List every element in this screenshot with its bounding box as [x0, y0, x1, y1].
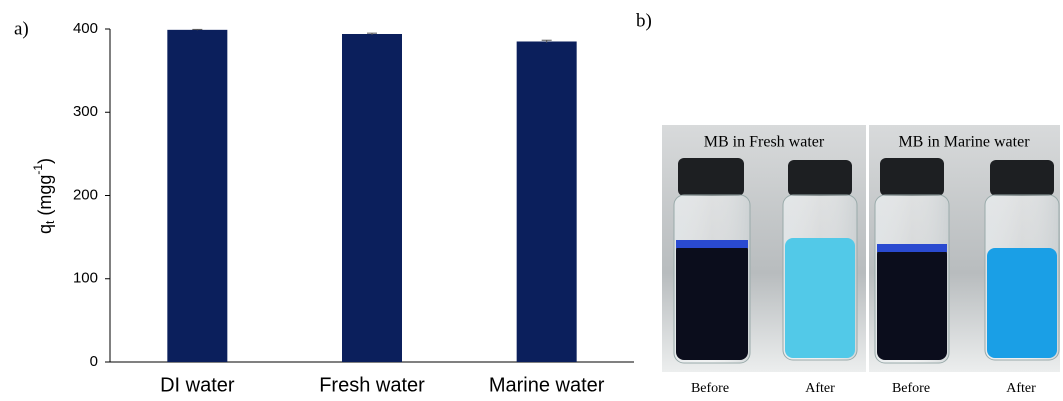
panel-label: a)	[14, 18, 29, 39]
page: {"panels": {"a": "a)", "b": "b)"}, "char…	[0, 0, 1063, 401]
vial-meniscus	[877, 244, 947, 252]
panel-label: b)	[636, 10, 652, 31]
vial-liquid	[987, 248, 1057, 358]
vial-cap	[990, 160, 1054, 196]
bar	[167, 30, 227, 362]
photo-label: Before	[892, 381, 930, 396]
photo-divider	[866, 125, 869, 372]
y-tick-label: 0	[90, 353, 98, 370]
y-axis-label: qt (mgg-1)	[31, 158, 57, 234]
figure: a) b) qt (mgg-1) MB in Fresh water MB in…	[0, 0, 1063, 401]
y-tick-label: 200	[73, 186, 98, 203]
y-label-part: q	[35, 224, 55, 234]
photo-label: After	[1006, 381, 1036, 396]
y-tick-label: 300	[73, 103, 98, 120]
vial-liquid	[877, 246, 947, 360]
vial-liquid	[785, 238, 855, 358]
y-tick-label: 400	[73, 20, 98, 37]
photo-label: After	[805, 381, 835, 396]
bar	[517, 41, 577, 362]
bar	[342, 34, 402, 362]
vial-liquid	[676, 242, 748, 360]
photo-label: Before	[691, 381, 729, 396]
y-label-part: )	[35, 158, 55, 164]
y-label-part: (mgg	[35, 175, 55, 221]
x-tick-label: Fresh water	[319, 374, 425, 396]
photo-caption: MB in Marine water	[898, 134, 1030, 151]
x-tick-label: Marine water	[489, 374, 605, 396]
photo: MB in Fresh water MB in Marine water	[662, 125, 1060, 372]
y-label-part: -1	[31, 164, 45, 175]
vial-cap	[678, 158, 744, 196]
vial-cap	[788, 160, 852, 196]
photo-caption: MB in Fresh water	[704, 134, 825, 151]
x-tick-label: DI water	[160, 374, 235, 396]
vial-meniscus	[676, 240, 748, 248]
vial-cap	[880, 158, 944, 196]
y-tick-label: 100	[73, 270, 98, 287]
